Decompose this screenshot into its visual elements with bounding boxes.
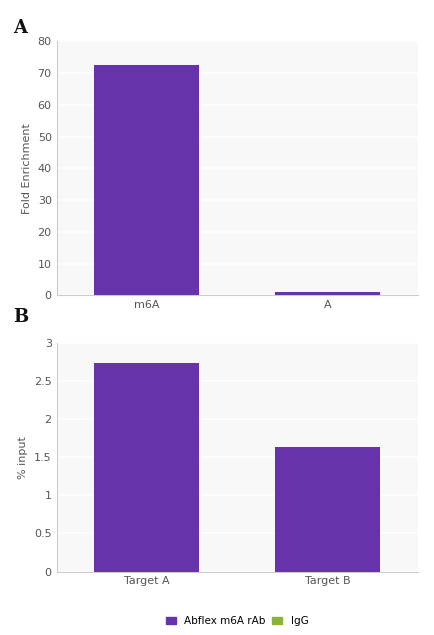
- Text: A: A: [13, 19, 27, 37]
- Text: B: B: [13, 308, 28, 326]
- Bar: [94, 363, 199, 572]
- Bar: [94, 65, 199, 295]
- Y-axis label: Fold Enrichment: Fold Enrichment: [22, 123, 32, 214]
- Bar: [274, 447, 379, 572]
- Y-axis label: % input: % input: [18, 436, 28, 479]
- Legend: Abflex m6A rAb, IgG: Abflex m6A rAb, IgG: [161, 612, 312, 631]
- Bar: [274, 292, 379, 295]
